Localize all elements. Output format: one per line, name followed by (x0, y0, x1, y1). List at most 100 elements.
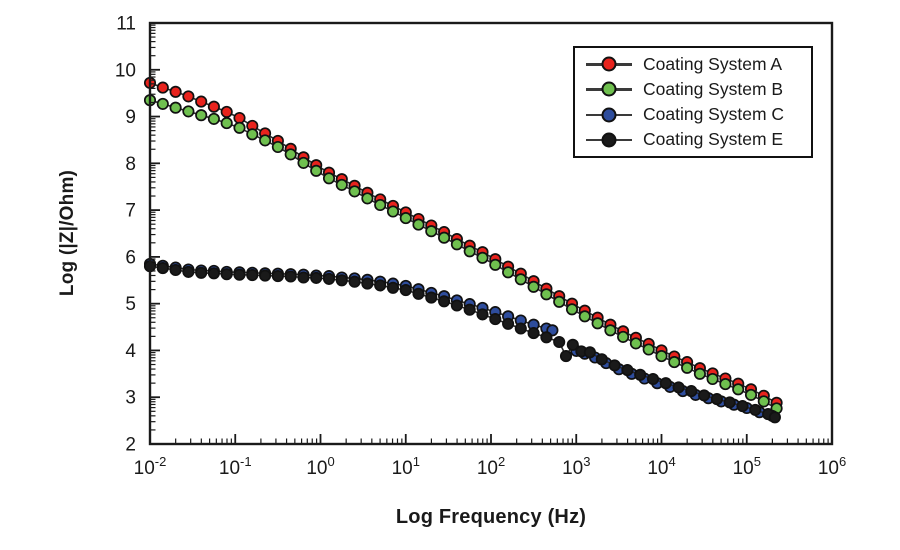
series-marker-1 (668, 356, 681, 369)
series-marker-1 (527, 280, 540, 293)
series-marker-1 (463, 245, 476, 258)
series-marker-1 (744, 388, 758, 401)
series-marker-1 (719, 378, 732, 391)
series-marker-3 (672, 381, 685, 394)
series-marker-0 (156, 81, 169, 94)
series-marker-1 (732, 383, 745, 396)
y-tick-label: 8 (125, 154, 136, 175)
y-tick-label: 2 (125, 435, 136, 456)
legend-marker-icon (585, 56, 633, 72)
x-tick-label: 101 (392, 454, 420, 479)
series-marker-3 (348, 275, 361, 288)
series-marker-3 (195, 266, 208, 279)
series-marker-3 (514, 322, 527, 335)
legend-marker-icon (585, 81, 633, 97)
series-marker-0 (195, 95, 208, 108)
series-marker-3 (463, 303, 476, 316)
series-marker-1 (284, 148, 297, 161)
series-marker-1 (425, 225, 438, 238)
series-marker-3 (259, 269, 272, 282)
series-marker-1 (655, 350, 668, 363)
legend-marker-icon (585, 107, 633, 123)
y-tick-label: 9 (125, 107, 136, 128)
series-marker-3 (698, 389, 711, 402)
series-marker-1 (617, 330, 630, 343)
series-marker-3 (553, 335, 566, 349)
y-tick-label: 3 (125, 388, 136, 409)
legend-label: Coating System B (643, 78, 784, 99)
series-marker-3 (412, 287, 425, 300)
series-marker-1 (195, 109, 208, 122)
series-marker-1 (233, 121, 246, 134)
series-marker-3 (659, 377, 672, 390)
series-marker-3 (207, 267, 220, 280)
y-tick-label: 10 (115, 60, 136, 81)
legend-label: Coating System E (643, 129, 784, 150)
series-marker-1 (757, 395, 770, 408)
legend-label: Coating System A (643, 53, 783, 74)
series-marker-3 (438, 295, 451, 308)
x-tick-label: 10-1 (219, 454, 252, 479)
legend-item-coating-a: Coating System A (585, 52, 803, 76)
series-marker-1 (578, 310, 591, 323)
series-marker-3 (335, 274, 348, 287)
series-marker-1 (297, 156, 310, 169)
series-marker-1 (629, 337, 642, 350)
series-marker-3 (527, 327, 540, 340)
y-axis-title: Log (|Z|/Ohm) (57, 169, 78, 297)
series-marker-3 (566, 338, 579, 351)
series-marker-1 (540, 288, 553, 301)
series-marker-3 (768, 411, 781, 424)
x-tick-label: 106 (818, 454, 846, 479)
series-marker-3 (271, 270, 284, 283)
series-marker-1 (681, 361, 694, 374)
x-tick-label: 105 (733, 454, 761, 479)
legend-item-coating-b: Coating System B (585, 77, 803, 101)
series-marker-3 (540, 331, 553, 344)
series-marker-3 (489, 313, 502, 326)
series-marker-3 (374, 279, 387, 292)
series-marker-1 (361, 192, 374, 205)
series-marker-3 (736, 400, 749, 413)
series-marker-1 (182, 105, 195, 118)
series-marker-1 (348, 185, 361, 198)
series-marker-3 (646, 372, 660, 386)
series-marker-1 (412, 218, 425, 231)
series-marker-1 (565, 303, 579, 316)
series-marker-3 (749, 403, 762, 416)
legend-item-coating-c: Coating System C (585, 103, 803, 127)
series-marker-3 (634, 368, 647, 381)
series-marker-3 (233, 268, 246, 281)
series-marker-0 (207, 100, 220, 113)
y-tick-label: 5 (125, 294, 136, 315)
series-marker-1 (642, 343, 655, 356)
series-marker-1 (246, 128, 259, 141)
series-marker-1 (259, 134, 272, 147)
series-marker-1 (489, 258, 502, 271)
series-marker-1 (450, 238, 463, 251)
series-marker-3 (685, 385, 698, 398)
series-marker-3 (559, 350, 573, 363)
series-marker-0 (220, 105, 233, 118)
series-marker-3 (169, 263, 182, 277)
series-marker-1 (374, 198, 387, 212)
series-marker-1 (476, 251, 489, 264)
series-marker-1 (438, 231, 451, 244)
series-marker-1 (591, 317, 604, 330)
y-tick-label: 11 (116, 14, 136, 35)
series-marker-3 (583, 346, 596, 359)
series-marker-3 (502, 317, 515, 330)
series-marker-3 (621, 364, 634, 377)
series-marker-1 (335, 178, 348, 191)
series-marker-1 (553, 295, 566, 308)
series-marker-1 (399, 212, 412, 225)
series-marker-0 (182, 90, 195, 103)
x-axis-title: Log Frequency (Hz) (395, 506, 587, 528)
series-marker-3 (182, 265, 195, 278)
y-tick-label: 6 (125, 247, 136, 268)
series-marker-3 (386, 281, 400, 294)
x-tick-label: 104 (647, 454, 675, 479)
legend-box: Coating System A Coating System B Coatin… (573, 46, 813, 158)
